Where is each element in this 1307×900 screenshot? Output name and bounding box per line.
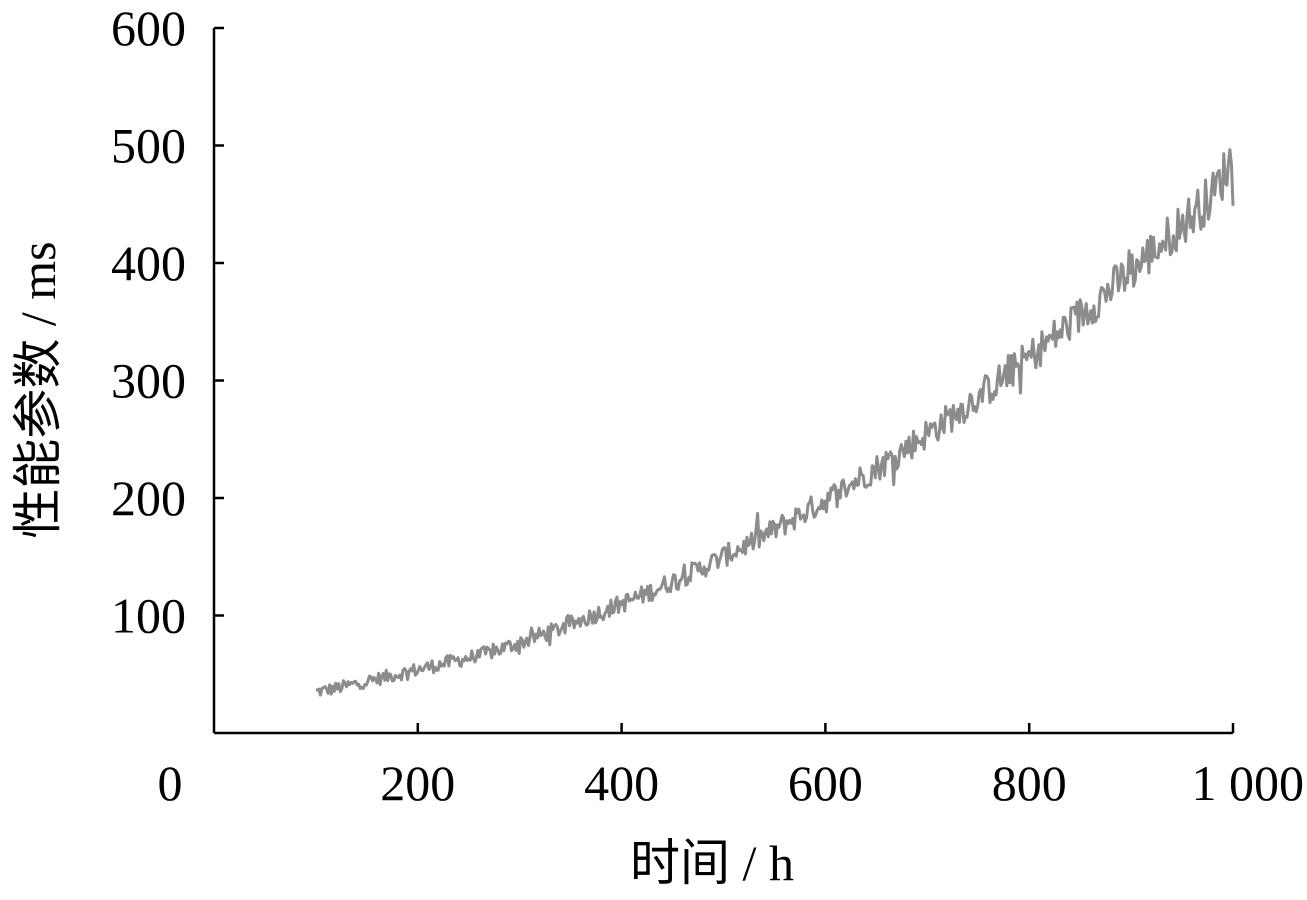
- y-axis-title: 性能参数 / ms: [10, 241, 66, 538]
- x-tick-label: 400: [584, 755, 659, 811]
- x-tick-label: 200: [380, 755, 455, 811]
- x-tick-label: 800: [992, 755, 1067, 811]
- series-line-0: [315, 148, 1235, 697]
- y-tick-label: 600: [111, 0, 186, 56]
- x-axis-ticks: 0 200 400 600 800 1 000: [158, 723, 1305, 811]
- x-tick-label: 600: [788, 755, 863, 811]
- y-tick-label: 400: [111, 235, 186, 291]
- data-lines: [315, 148, 1235, 697]
- x-tick-label: 0: [158, 755, 183, 811]
- x-axis-title: 时间 / h: [630, 835, 794, 891]
- y-tick-label: 200: [111, 470, 186, 526]
- x-tick-label: 1 000: [1192, 755, 1305, 811]
- y-tick-label: 500: [111, 118, 186, 174]
- y-axis-ticks: 100 200 300 400 500 600: [111, 0, 224, 644]
- y-tick-label: 100: [111, 588, 186, 644]
- y-tick-label: 300: [111, 353, 186, 409]
